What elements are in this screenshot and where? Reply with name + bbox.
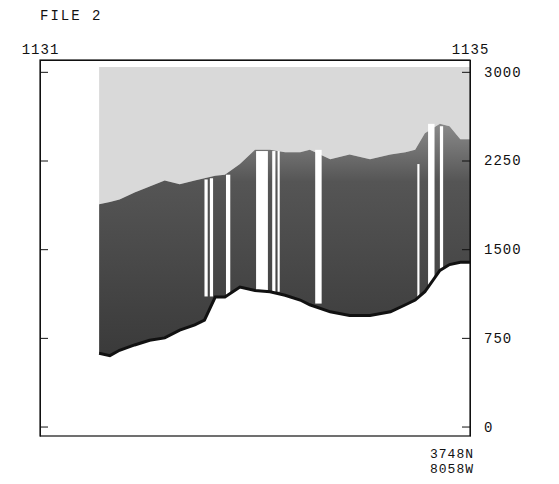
axis	[40, 61, 48, 437]
tick-label: 750	[484, 331, 512, 347]
bottom-line	[99, 262, 470, 355]
tick: 3000	[462, 65, 522, 81]
tick-mark	[462, 72, 470, 73]
tick-mark	[462, 161, 470, 162]
tick-mark	[462, 249, 470, 250]
tick-mark	[40, 161, 48, 162]
dropout	[315, 150, 321, 304]
tick	[40, 72, 48, 73]
tick-label: 2250	[484, 153, 522, 169]
annotation: 8058W	[430, 462, 474, 477]
tick-label: 1131	[22, 42, 60, 58]
dropout	[417, 164, 419, 299]
dropout	[204, 179, 207, 296]
return-area	[99, 124, 470, 356]
tick-label: 1500	[484, 242, 522, 258]
plot-frame	[40, 60, 470, 436]
axis: 0 750 1500 2250 3000	[462, 61, 522, 437]
annotation: 3748N	[430, 447, 474, 462]
axis-line	[41, 60, 471, 61]
dropout	[272, 151, 275, 292]
dropout	[440, 126, 443, 270]
dropout	[210, 178, 213, 296]
tick-mark	[40, 249, 48, 250]
dropout	[256, 151, 268, 291]
tick: 750	[462, 331, 512, 347]
tick-mark	[40, 72, 48, 73]
tick	[40, 338, 48, 339]
tick-mark	[40, 338, 48, 339]
tick: 1500	[462, 242, 522, 258]
dropout	[428, 124, 434, 291]
tick: 0	[462, 420, 493, 436]
tick: 2250	[462, 153, 522, 169]
tick-label: 1135	[452, 42, 490, 58]
tick-mark	[462, 427, 470, 428]
tick	[40, 161, 48, 162]
chart: 1131 1135 0 750 1500 2250 3000 FILE 2 3748N8058W	[0, 0, 559, 484]
dropout	[226, 175, 230, 297]
axis-line	[470, 61, 471, 437]
title: FILE 2	[40, 8, 102, 24]
axis: 1131 1135	[22, 42, 490, 66]
tick-label: 0	[484, 420, 493, 436]
tick-label: 3000	[484, 65, 522, 81]
axis-line	[40, 61, 41, 437]
plot-marks	[99, 67, 470, 356]
tick-mark	[40, 427, 48, 428]
dropout	[278, 151, 280, 292]
tick-mark	[462, 338, 470, 339]
tick	[40, 427, 48, 428]
tick	[40, 249, 48, 250]
